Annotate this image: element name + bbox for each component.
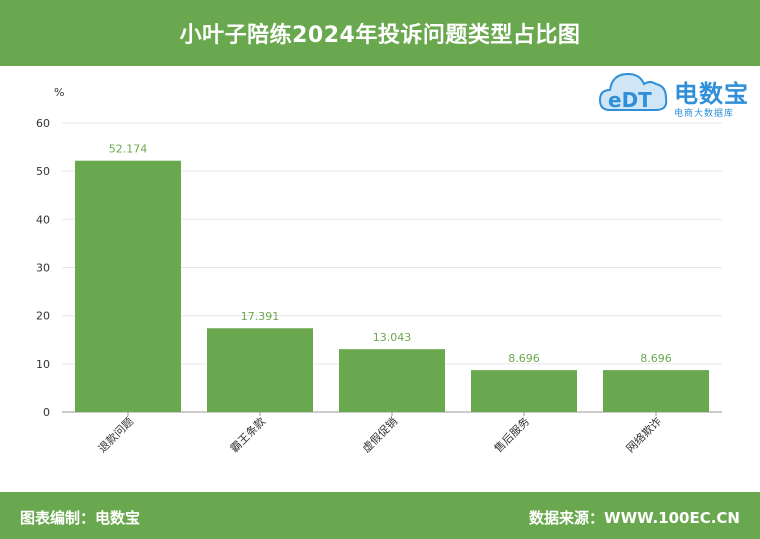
y-tick-label: 0 xyxy=(43,406,50,419)
data-label: 52.174 xyxy=(109,143,148,156)
cloud-logo-icon: eDT xyxy=(598,72,668,112)
x-tick-label: 退款问题 xyxy=(95,414,136,455)
data-label: 17.391 xyxy=(241,310,280,323)
footer-source: 数据来源：WWW.100EC.CN xyxy=(529,509,740,527)
bar xyxy=(471,370,577,412)
footer-bar: 图表编制：电数宝 数据来源：WWW.100EC.CN xyxy=(0,492,760,539)
data-label: 8.696 xyxy=(508,352,540,365)
logo-subtitle: 电商大数据库 xyxy=(674,109,735,119)
footer-credit: 图表编制：电数宝 xyxy=(20,509,141,527)
data-label: 13.043 xyxy=(373,331,412,344)
bar xyxy=(603,370,709,412)
y-axis-label: % xyxy=(54,86,64,99)
x-tick-label: 虚假促销 xyxy=(359,414,400,455)
svg-text:eDT: eDT xyxy=(608,88,652,112)
y-tick-label: 50 xyxy=(36,165,50,178)
x-tick-label: 霸王条款 xyxy=(227,414,268,455)
bar xyxy=(75,160,181,412)
bar-chart: % 0 10 20 30 40 50 60 52.174 退款问题 17.391 霸王条款 13.043… xyxy=(36,86,722,455)
bar xyxy=(339,349,445,412)
bar xyxy=(207,328,313,412)
y-tick-label: 20 xyxy=(36,310,50,323)
data-label: 8.696 xyxy=(640,352,672,365)
chart-title: 小叶子陪练2024年投诉问题类型占比图 xyxy=(179,23,581,48)
brand-logo: eDT 电数宝 电商大数据库 xyxy=(598,60,758,122)
x-tick-label: 网络欺诈 xyxy=(623,414,664,455)
y-tick-label: 40 xyxy=(36,213,50,226)
logo-name: 电数宝 xyxy=(674,80,749,108)
x-tick-label: 售后服务 xyxy=(491,414,532,455)
chart-title-banner: 小叶子陪练2024年投诉问题类型占比图 xyxy=(0,0,760,66)
y-tick-label: 10 xyxy=(36,358,50,371)
y-tick-label: 30 xyxy=(36,262,50,275)
y-tick-label: 60 xyxy=(36,117,50,130)
